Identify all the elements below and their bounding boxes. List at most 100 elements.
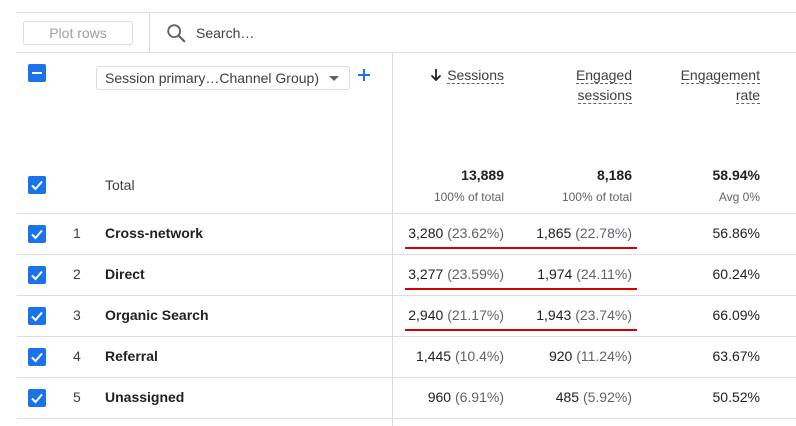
row-number: 4 [73, 348, 81, 364]
checkmark-icon [31, 229, 43, 240]
engaged-value: 1,943 [536, 307, 572, 323]
row-rate: 60.24% [712, 266, 760, 282]
column-header-engagement-rate[interactable]: Engagement rate [680, 65, 760, 105]
row-sessions: 2,940 (21.17%) [374, 307, 504, 323]
row-rate: 63.67% [712, 348, 760, 364]
table-row: 2 Direct 3,277 (23.59%) 1,974 (24.11%) 6… [17, 254, 796, 295]
select-all-checkbox[interactable] [28, 64, 46, 82]
row-sessions: 3,277 (23.59%) [374, 266, 504, 282]
dimension-column-divider [392, 52, 393, 426]
totals-sessions: 13,889 [461, 167, 504, 183]
sessions-pct: (23.59%) [447, 266, 504, 282]
row-number: 3 [73, 307, 81, 323]
column-header-sessions[interactable]: Sessions [429, 65, 504, 85]
sessions-header-label: Sessions [447, 67, 504, 84]
chevron-down-icon [329, 76, 339, 81]
totals-engaged: 8,186 [596, 167, 632, 183]
sessions-value: 960 [427, 389, 452, 405]
row-engaged: 1,974 (24.11%) [502, 266, 632, 282]
row-channel: Unassigned [105, 389, 185, 405]
sessions-value: 2,940 [408, 307, 444, 323]
row-checkbox[interactable] [28, 225, 46, 243]
toolbar-divider [149, 12, 150, 52]
table-row: 4 Referral 1,445 (10.4%) 920 (11.24%) 63… [17, 336, 796, 377]
checkmark-icon [31, 311, 43, 322]
sessions-value: 1,445 [416, 348, 452, 364]
row-channel: Organic Search [105, 307, 209, 323]
sort-descending-icon [431, 69, 442, 82]
engaged-value: 485 [555, 389, 580, 405]
row-checkbox[interactable] [28, 389, 46, 407]
engaged-header-line2: sessions [577, 87, 632, 104]
toolbar-bottom-border [17, 52, 796, 53]
row-divider [17, 254, 796, 255]
table-row: 5 Unassigned 960 (6.91%) 485 (5.92%) 50.… [17, 377, 796, 418]
row-checkbox[interactable] [28, 266, 46, 284]
row-rate: 66.09% [712, 307, 760, 323]
row-number: 1 [73, 225, 81, 241]
sessions-pct: (21.17%) [447, 307, 504, 323]
checkmark-icon [31, 180, 43, 191]
column-header-engaged-sessions[interactable]: Engaged sessions [575, 65, 632, 105]
row-divider [17, 377, 796, 378]
row-checkbox[interactable] [28, 348, 46, 366]
dimension-dropdown[interactable]: Session primary…Channel Group) [96, 66, 350, 90]
row-number: 5 [73, 389, 81, 405]
plot-rows-label: Plot rows [49, 25, 107, 41]
row-number: 2 [73, 266, 81, 282]
row-divider [17, 418, 796, 419]
sessions-value: 3,277 [408, 266, 444, 282]
engaged-pct: (22.78%) [575, 225, 632, 241]
checkmark-icon [31, 270, 43, 281]
row-rate: 50.52% [712, 389, 760, 405]
row-sessions: 1,445 (10.4%) [374, 348, 504, 364]
engaged-value: 1,974 [537, 266, 573, 282]
row-sessions: 960 (6.91%) [374, 389, 504, 405]
row-channel: Cross-network [105, 225, 204, 241]
row-engaged: 1,865 (22.78%) [502, 225, 632, 241]
sessions-pct: (6.91%) [454, 389, 504, 405]
totals-rate: 58.94% [712, 167, 760, 183]
engaged-value: 1,865 [536, 225, 572, 241]
rate-header-line1: Engagement [680, 67, 760, 84]
row-divider [17, 295, 796, 296]
dimension-dropdown-label: Session primary…Channel Group) [105, 70, 319, 86]
row-engaged: 1,943 (23.74%) [502, 307, 632, 323]
table-row: 3 Organic Search 2,940 (21.17%) 1,943 (2… [17, 295, 796, 336]
sessions-pct: (23.62%) [447, 225, 504, 241]
totals-sessions-sub: 100% of total [433, 190, 504, 204]
row-channel: Referral [105, 348, 158, 364]
sessions-value: 3,280 [408, 225, 444, 241]
row-engaged: 485 (5.92%) [502, 389, 632, 405]
totals-checkbox[interactable] [28, 176, 46, 194]
annotation-underline [405, 329, 637, 331]
row-checkbox[interactable] [28, 307, 46, 325]
annotation-underline [405, 247, 637, 249]
totals-rate-sub: Avg 0% [718, 190, 760, 204]
totals-bottom-border [17, 213, 796, 214]
checkmark-icon [31, 352, 43, 363]
annotation-underline [405, 288, 637, 290]
engaged-pct: (5.92%) [582, 389, 632, 405]
row-divider [17, 336, 796, 337]
engaged-pct: (11.24%) [576, 348, 632, 364]
row-channel: Direct [105, 266, 145, 282]
indeterminate-icon [32, 72, 42, 74]
engaged-pct: (24.11%) [576, 266, 632, 282]
engaged-value: 920 [548, 348, 573, 364]
row-engaged: 920 (11.24%) [502, 348, 632, 364]
engaged-pct: (23.74%) [575, 307, 632, 323]
add-dimension-icon[interactable] [356, 67, 372, 83]
checkmark-icon [31, 393, 43, 404]
rate-header-line2: rate [735, 87, 760, 104]
table-top-border [17, 12, 796, 13]
search-input[interactable] [196, 22, 756, 44]
table-row: 1 Cross-network 3,280 (23.62%) 1,865 (22… [17, 213, 796, 254]
totals-engaged-sub: 100% of total [561, 190, 632, 204]
engaged-header-line1: Engaged [575, 67, 632, 84]
plot-rows-button[interactable]: Plot rows [23, 21, 133, 45]
row-sessions: 3,280 (23.62%) [374, 225, 504, 241]
totals-label: Total [105, 177, 135, 193]
row-rate: 56.86% [712, 225, 760, 241]
search-icon[interactable] [165, 22, 187, 44]
